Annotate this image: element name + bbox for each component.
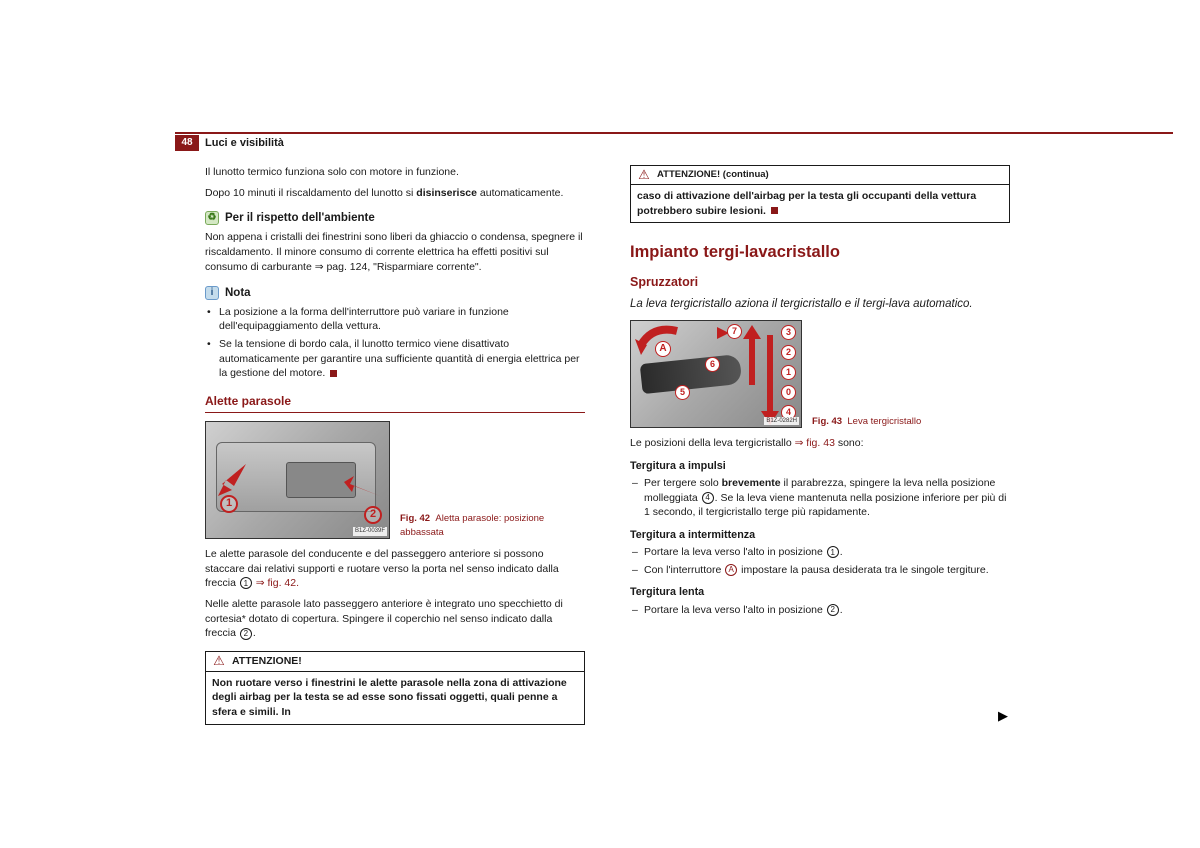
inline-marker-2: 2: [827, 604, 839, 616]
arrow-icon: [212, 460, 256, 500]
right-column: ⚠ ATTENZIONE! (continua) caso di attivaz…: [630, 165, 1010, 725]
warning-body: Non ruotare verso i finestrini le alette…: [206, 672, 584, 724]
arrow-icon: [687, 323, 731, 343]
environment-heading-text: Per il rispetto dell'ambiente: [225, 210, 375, 226]
marker-2: 2: [364, 506, 382, 524]
figure-code: B1Z-0282H: [764, 417, 799, 425]
inline-marker-2: 2: [240, 628, 252, 640]
marker-3: 3: [781, 325, 796, 340]
figure-43-image: A 5 6 7 3 2 1 0 4: [630, 320, 802, 428]
left-column: Il lunotto termico funziona solo con mot…: [205, 165, 585, 725]
info-icon: i: [205, 286, 219, 300]
page-number: 48: [175, 135, 199, 151]
marker-6: 6: [705, 357, 720, 372]
down-arrow-icon: [761, 325, 779, 425]
warning-header: ⚠ ATTENZIONE!: [206, 652, 584, 672]
content-columns: Il lunotto termico funziona solo con mot…: [205, 165, 1175, 725]
subsection-spruzzatori: Spruzzatori: [630, 274, 1010, 292]
intro-paragraph-1: Il lunotto termico funziona solo con mot…: [205, 165, 585, 180]
arrow-icon: [344, 474, 384, 506]
marker-1: 1: [781, 365, 796, 380]
list-item: Se la tensione di bordo cala, il lunotto…: [205, 337, 585, 381]
note-list: La posizione a la forma dell'interruttor…: [205, 305, 585, 381]
header-section-title: Luci e visibilità: [205, 137, 284, 149]
figure-43-row: A 5 6 7 3 2 1 0 4: [630, 320, 1010, 428]
figure-code: B1Z-0039F: [353, 527, 387, 535]
inline-marker-1: 1: [240, 577, 252, 589]
note-heading-text: Nota: [225, 285, 251, 301]
marker-A: A: [655, 341, 671, 357]
environment-heading: ♻ Per il rispetto dell'ambiente: [205, 210, 585, 226]
inline-marker-4: 4: [702, 492, 714, 504]
warning-icon: ⚠: [212, 654, 226, 668]
up-arrow-icon: [743, 325, 761, 425]
lenta-list: Portare la leva verso l'alto in posizion…: [630, 603, 1010, 618]
figure-42-caption: Fig. 42 Aletta parasole: posizione abbas…: [400, 512, 550, 539]
warning-icon: ⚠: [637, 168, 651, 182]
end-marker-icon: [771, 207, 778, 214]
subhead-intermittenza: Tergitura a intermittenza: [630, 528, 1010, 543]
marker-0: 0: [781, 385, 796, 400]
subhead-impulsi: Tergitura a impulsi: [630, 459, 1010, 474]
paragraph-after-fig-2: Nelle alette parasole lato passeggero an…: [205, 597, 585, 641]
recycle-icon: ♻: [205, 211, 219, 225]
marker-5: 5: [675, 385, 690, 400]
lead-text: La leva tergicristallo aziona il tergicr…: [630, 296, 1010, 312]
marker-7: 7: [727, 324, 742, 339]
section-main-heading: Impianto tergi-lavacristallo: [630, 241, 1010, 264]
continue-arrow-icon: ▶: [998, 707, 1008, 725]
warning-box-continued: ⚠ ATTENZIONE! (continua) caso di attivaz…: [630, 165, 1010, 223]
figure-42-image: 1 2 B1Z-0039F: [205, 421, 390, 539]
warning-header: ⚠ ATTENZIONE! (continua): [631, 166, 1009, 185]
list-item: La posizione a la forma dell'interruttor…: [205, 305, 585, 334]
figure-42-row: 1 2 B1Z-0039F Fig. 42 Aletta parasole: p…: [205, 421, 585, 539]
end-marker-icon: [330, 370, 337, 377]
note-heading: i Nota: [205, 285, 585, 301]
paragraph-after-fig-1: Le alette parasole del conducente e del …: [205, 547, 585, 591]
environment-text: Non appena i cristalli dei finestrini so…: [205, 230, 585, 274]
warning-box: ⚠ ATTENZIONE! Non ruotare verso i finest…: [205, 651, 585, 725]
positions-intro: Le posizioni della leva tergicristallo ⇒…: [630, 436, 1010, 451]
warning-cont-body: caso di attivazione dell'airbag per la t…: [631, 185, 1009, 222]
header-rule: [175, 132, 1173, 134]
list-item: Portare la leva verso l'alto in posizion…: [630, 545, 1010, 560]
subsection-alette: Alette parasole: [205, 393, 585, 413]
inline-marker-1: 1: [827, 546, 839, 558]
figure-43-caption: Fig. 43 Leva tergicristallo: [812, 415, 962, 428]
intro-paragraph-2: Dopo 10 minuti il riscaldamento del luno…: [205, 186, 585, 201]
impulsi-list: Per tergere solo brevemente il parabrezz…: [630, 476, 1010, 520]
list-item: Portare la leva verso l'alto in posizion…: [630, 603, 1010, 618]
subhead-lenta: Tergitura lenta: [630, 585, 1010, 600]
warning-cont-title: ATTENZIONE! (continua): [657, 168, 769, 181]
list-item: Con l'interruttore A impostare la pausa …: [630, 563, 1010, 578]
marker-1: 1: [220, 495, 238, 513]
intermittenza-list: Portare la leva verso l'alto in posizion…: [630, 545, 1010, 577]
warning-title: ATTENZIONE!: [232, 654, 302, 669]
marker-2: 2: [781, 345, 796, 360]
list-item: Per tergere solo brevemente il parabrezz…: [630, 476, 1010, 520]
inline-marker-A: A: [725, 564, 737, 576]
